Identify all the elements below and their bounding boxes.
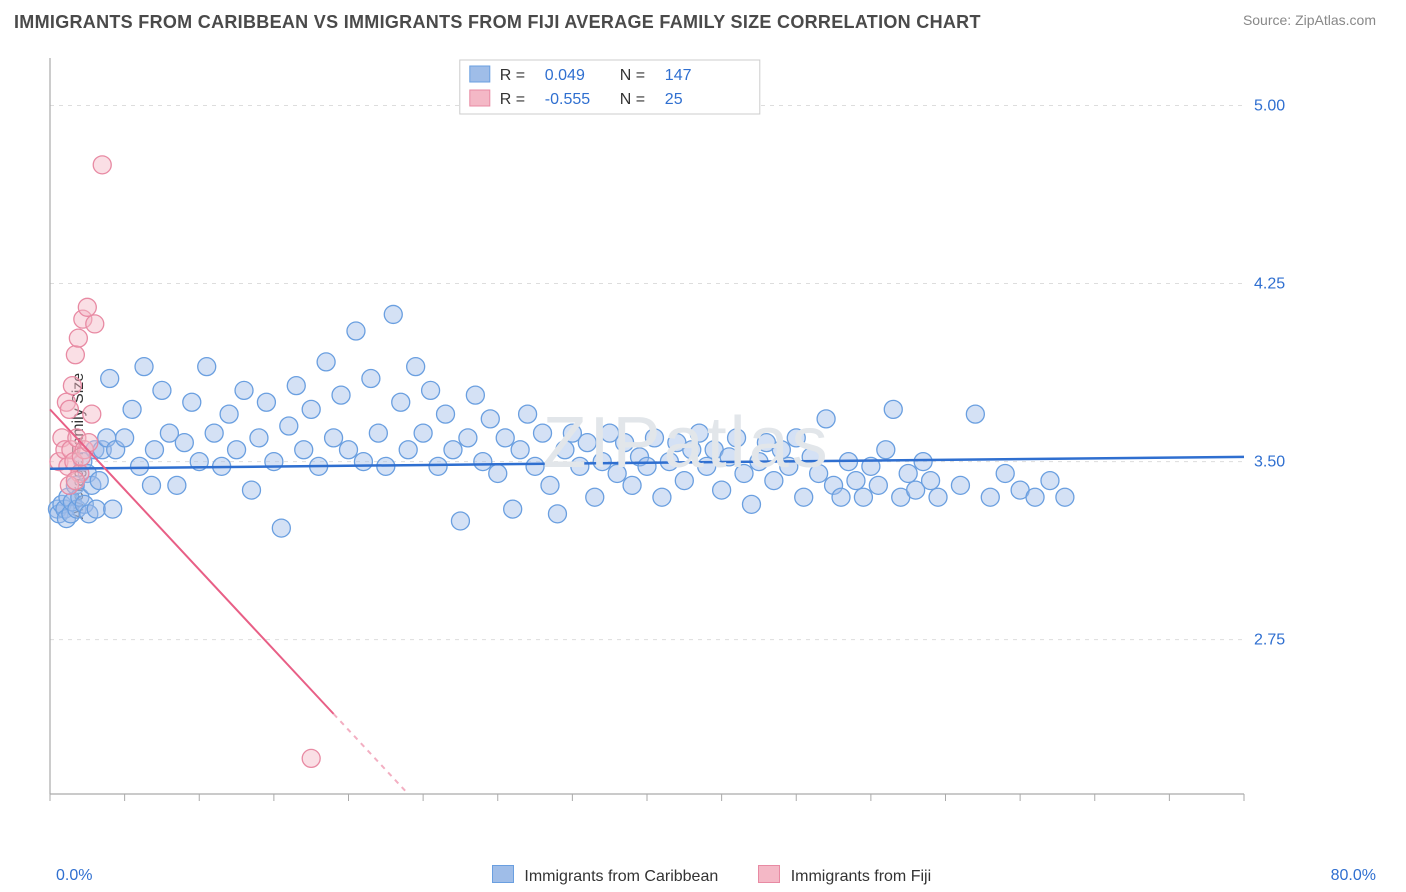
svg-text:3.50: 3.50 (1254, 454, 1285, 471)
svg-text:25: 25 (665, 91, 683, 108)
svg-text:N =: N = (620, 91, 645, 108)
legend-item-caribbean: Immigrants from Caribbean (492, 865, 718, 886)
legend-label-caribbean: Immigrants from Caribbean (524, 868, 718, 885)
svg-text:-0.555: -0.555 (545, 91, 590, 108)
legend-swatch-caribbean (492, 865, 514, 883)
legend-swatch-fiji (758, 865, 780, 883)
chart-source: Source: ZipAtlas.com (1243, 12, 1376, 28)
bottom-legend: 0.0% Immigrants from Caribbean Immigrant… (0, 865, 1406, 886)
svg-text:N =: N = (620, 67, 645, 84)
svg-text:R =: R = (500, 91, 525, 108)
legend-label-fiji: Immigrants from Fiji (791, 868, 931, 885)
svg-text:R =: R = (500, 67, 525, 84)
svg-text:4.25: 4.25 (1254, 276, 1285, 293)
svg-text:2.75: 2.75 (1254, 632, 1285, 649)
chart-title: IMMIGRANTS FROM CARIBBEAN VS IMMIGRANTS … (14, 12, 981, 33)
scatter-chart: 2.75 3.50 4.25 5.00 R = 0.049 N = 147 R = -0.555 N… (44, 52, 1304, 812)
svg-text:5.00: 5.00 (1254, 97, 1285, 114)
svg-text:147: 147 (665, 67, 692, 84)
x-axis-min-label: 0.0% (56, 867, 92, 885)
x-axis-max-label: 80.0% (1331, 867, 1376, 885)
svg-text:0.049: 0.049 (545, 67, 585, 84)
chart-area: 2.75 3.50 4.25 5.00 R = 0.049 N = 147 R = -0.555 N… (44, 52, 1354, 822)
legend-item-fiji: Immigrants from Fiji (758, 865, 931, 886)
